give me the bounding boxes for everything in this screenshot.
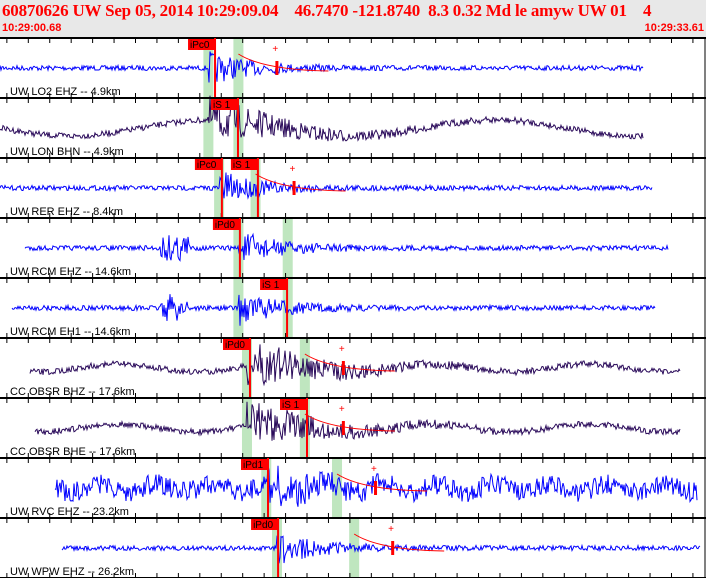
pick-flag[interactable]: [260, 279, 288, 290]
end-time: 10:29:33.61: [644, 22, 704, 34]
pick-label: iS 1: [262, 280, 280, 291]
coda-fit-curve: [304, 413, 395, 432]
coda-fit-curve: [336, 473, 428, 492]
coda-plus-marker: +: [339, 404, 345, 415]
channel-panel[interactable]: + iPc0 UW LO2 EHZ -- 4.9km: [0, 37, 706, 98]
waveform-trace: [61, 535, 701, 564]
phase-window: [271, 518, 282, 578]
waveform-trace: [29, 344, 681, 387]
pick-label: iS 1: [213, 100, 231, 111]
coda-marker: [275, 61, 279, 75]
pick-flag[interactable]: [240, 459, 268, 470]
pick-label: iPd0: [225, 340, 245, 351]
coda-marker: [341, 361, 345, 375]
coda-marker: [292, 181, 296, 195]
pick-flag[interactable]: [251, 519, 279, 530]
pick-label: iPd0: [253, 520, 273, 531]
waveform-trace: [54, 464, 698, 507]
channel-panel[interactable]: + iPd0 UW WPW EHZ -- 26.2km: [0, 517, 706, 578]
pick-label: iS 1: [282, 400, 300, 411]
pick-label: iS 1: [233, 160, 251, 171]
channel-label: UW LON BHN -- 4.9km: [10, 146, 124, 158]
waveform-trace: [24, 232, 669, 262]
coda-marker: [391, 541, 395, 555]
channel-panel[interactable]: iS 1 UW LON BHN -- 4.9km: [0, 95, 706, 158]
waveform-panel[interactable]: + iPc0 UW LO2 EHZ -- 4.9km iS 1 UW LON BHN -…: [0, 37, 706, 578]
coda-plus-marker: +: [388, 524, 394, 535]
coda-marker: [374, 481, 378, 495]
coda-fit-curve: [353, 533, 445, 552]
phase-window: [241, 338, 252, 398]
phase-window: [261, 458, 272, 518]
coda-plus-marker: +: [290, 164, 296, 175]
pick-flag[interactable]: [188, 39, 216, 50]
channel-label: CC OBSR BHZ -- 17.6km: [10, 386, 135, 398]
pick-label: iPc0: [190, 40, 210, 51]
channel-panel[interactable]: + iPd0 CC OBSR BHZ -- 17.6km: [0, 337, 706, 398]
pick-flag[interactable]: [280, 399, 308, 410]
pick-flag[interactable]: [212, 219, 240, 230]
phase-window: [233, 278, 244, 338]
pick-flag[interactable]: [210, 99, 238, 110]
coda-fit-curve: [255, 173, 346, 192]
pick-label: iPd0: [215, 220, 235, 231]
channel-panel[interactable]: iS 1 UW RCM EH1 -- 14.6km: [0, 277, 706, 338]
phase-window: [203, 38, 214, 98]
channel-panel[interactable]: + iS 1 CC OBSR BHE -- 17.6km: [0, 397, 706, 458]
channel-panel[interactable]: + iPd1 UW RVC EHZ -- 23.2km: [0, 457, 706, 518]
channel-label: UW RER EHZ -- 8.4km: [10, 206, 123, 218]
phase-window: [299, 338, 310, 398]
pick-label: iPc0: [197, 160, 217, 171]
channel-panel[interactable]: iPd0 UW RCM EHZ -- 14.6km: [0, 217, 706, 278]
waveform-trace: [0, 51, 644, 83]
event-header: 60870626 UW Sep 05, 2014 10:29:09.04 46.…: [0, 0, 706, 37]
event-title: 60870626 UW Sep 05, 2014 10:29:09.04 46.…: [2, 1, 652, 20]
channel-label: UW RCM EH1 -- 14.6km: [10, 326, 130, 338]
coda-marker: [341, 421, 345, 435]
coda-plus-marker: +: [371, 464, 377, 475]
coda-plus-marker: +: [272, 44, 278, 55]
channel-label: CC OBSR BHE -- 17.6km: [10, 446, 135, 458]
coda-plus-marker: +: [339, 344, 345, 355]
pick-flag[interactable]: [222, 339, 250, 350]
coda-fit-curve: [238, 53, 329, 72]
pick-label: iPd1: [243, 460, 263, 471]
channel-panel[interactable]: + iPc0 iS 1 UW RER EHZ -- 8.4km: [0, 157, 706, 218]
channel-label: UW RCM EHZ -- 14.6km: [10, 266, 131, 278]
phase-window: [203, 98, 214, 158]
pick-flag[interactable]: [230, 159, 258, 170]
waveform-trace: [11, 294, 656, 326]
channel-label: UW LO2 EHZ -- 4.9km: [10, 86, 121, 98]
start-time: 10:29:00.68: [2, 22, 62, 34]
channel-label: UW RVC EHZ -- 23.2km: [10, 506, 129, 518]
waveform-trace: [0, 172, 653, 200]
coda-fit-curve: [304, 353, 395, 372]
pick-flag[interactable]: [194, 159, 222, 170]
channel-label: UW WPW EHZ -- 26.2km: [10, 566, 134, 578]
phase-window: [241, 398, 252, 458]
waveform-trace: [0, 95, 644, 142]
waveform-trace: [34, 401, 681, 441]
phase-window: [282, 218, 293, 278]
